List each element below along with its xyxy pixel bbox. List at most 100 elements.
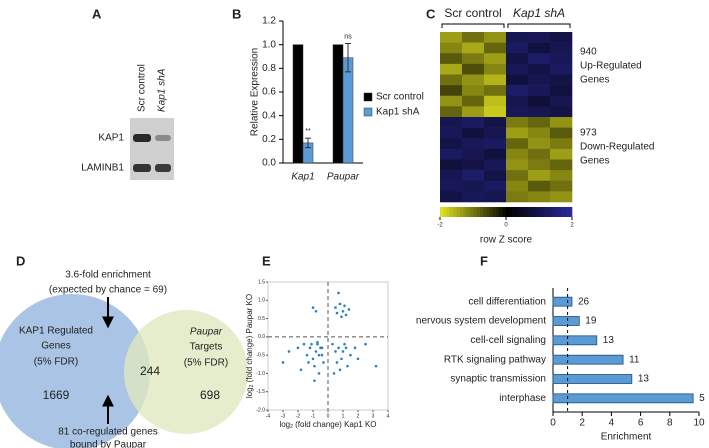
- heat-cell: [462, 170, 485, 182]
- colorbar-label: row Z score: [480, 235, 533, 246]
- heat-cell: [484, 159, 507, 171]
- x-tick-label: 0: [327, 413, 330, 419]
- heat-cell: [550, 106, 573, 118]
- heat-cell: [506, 170, 529, 182]
- heat-cell: [550, 180, 573, 192]
- colorbar-step: [482, 207, 487, 217]
- colorbar-tick-label: 0: [504, 223, 508, 229]
- colorbar-step: [446, 207, 451, 217]
- colorbar-step: [525, 207, 530, 217]
- set-label: KAP1 Regulated: [19, 326, 93, 337]
- heat-cell: [550, 95, 573, 107]
- heat-cell: [440, 127, 463, 139]
- venn-circle-right: [124, 310, 248, 434]
- heat-cell: [484, 170, 507, 182]
- colorbar-step: [456, 207, 461, 217]
- colorbar-step: [496, 207, 500, 217]
- heat-cell: [484, 42, 507, 54]
- heat-cell: [550, 42, 573, 54]
- bar: [552, 354, 624, 365]
- y-tick-label: 0.5: [258, 316, 265, 322]
- lane-label: Kap1 shA: [157, 68, 168, 112]
- heat-cell: [506, 95, 529, 107]
- heat-cell: [550, 53, 573, 65]
- axis-label: log2 (fold change) Paupar KO: [245, 294, 255, 398]
- heat-cell: [528, 180, 551, 192]
- point: [364, 342, 367, 346]
- error-bar: [305, 137, 311, 149]
- category-label: RTK signaling pathway: [444, 354, 546, 365]
- point: [311, 357, 315, 361]
- y-tick-label: 1.2: [262, 16, 276, 27]
- heat-cell: [484, 63, 507, 75]
- heat-cell: [506, 106, 529, 118]
- heat-cell: [550, 63, 573, 75]
- heat-cell: [440, 170, 463, 182]
- heat-cell: [462, 95, 485, 107]
- heat-cell: [506, 32, 529, 43]
- point: [341, 309, 345, 313]
- significance: ns: [344, 33, 352, 40]
- heat-cell: [506, 127, 529, 139]
- heat-cell: [440, 74, 463, 86]
- set-count: 698: [200, 388, 220, 402]
- heat-cell: [550, 74, 573, 86]
- y-tick-label: 1.0: [262, 39, 276, 50]
- bar: [552, 335, 598, 346]
- point: [337, 291, 340, 295]
- heat-cell: [550, 32, 573, 43]
- heat-cell: [462, 63, 485, 75]
- heat-cell: [484, 85, 507, 97]
- point: [317, 372, 321, 375]
- heat-cell: [440, 180, 463, 192]
- x-tick-label: 6: [638, 418, 644, 429]
- point: [340, 315, 343, 319]
- colorbar-step: [529, 207, 533, 217]
- category-label: nervous system development: [416, 316, 546, 327]
- y-tick-label: 0.0: [258, 334, 265, 340]
- y-tick-label: 0.6: [262, 87, 276, 98]
- point: [316, 341, 319, 344]
- colorbar-step: [558, 207, 563, 217]
- heat-cell: [462, 159, 485, 171]
- point: [335, 361, 339, 364]
- colorbar-step: [486, 207, 490, 217]
- point: [313, 364, 316, 368]
- point: [374, 364, 378, 368]
- colorbar-step: [548, 207, 553, 217]
- x-tick-label: 4: [387, 413, 390, 419]
- heat-cell: [506, 85, 529, 97]
- heat-cell: [462, 191, 485, 203]
- point: [337, 346, 340, 350]
- set-label: (5% FDR): [184, 358, 228, 369]
- point: [313, 379, 316, 383]
- panel-label: B: [232, 6, 241, 21]
- count-label: 13: [638, 374, 650, 385]
- point: [334, 350, 337, 353]
- row-group-label: Down-Regulated: [580, 142, 655, 153]
- x-tick-label: 3: [372, 413, 375, 419]
- heat-cell: [462, 117, 485, 128]
- point: [338, 368, 342, 372]
- column-group-label: Scr control: [444, 6, 501, 20]
- note: 3.6-fold enrichment: [65, 270, 151, 281]
- heat-cell: [528, 159, 551, 171]
- heat-cell: [506, 191, 529, 203]
- significance: **: [305, 128, 311, 135]
- heat-cell: [440, 138, 463, 150]
- x-tick-label: -2: [296, 413, 301, 419]
- heat-cell: [506, 138, 529, 150]
- colorbar-step: [476, 207, 480, 217]
- y-tick-label: 0.4: [262, 110, 276, 121]
- label-subscript: 2: [290, 424, 293, 430]
- note: 81 co-regulated genes: [58, 427, 158, 438]
- heat-cell: [484, 74, 507, 86]
- heat-cell: [462, 180, 485, 192]
- heat-cell: [462, 127, 485, 139]
- colorbar-step: [499, 207, 503, 217]
- heat-cell: [528, 53, 551, 65]
- x-tick-label: -1: [311, 413, 316, 419]
- point: [349, 353, 352, 357]
- point: [281, 361, 285, 364]
- colorbar-step: [545, 207, 550, 217]
